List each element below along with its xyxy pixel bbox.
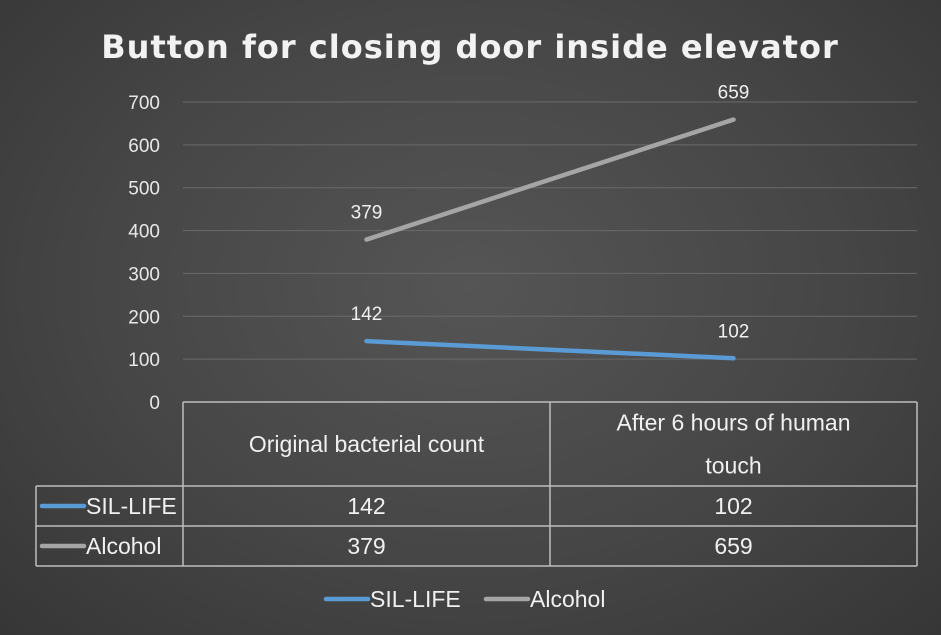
data-labels: 142 102 379 659 <box>351 83 750 343</box>
y-tick-label: 200 <box>128 307 160 328</box>
table-series-name: SIL-LIFE <box>86 493 177 519</box>
table-cell-value: 102 <box>714 493 752 519</box>
y-tick-label: 500 <box>128 179 160 200</box>
category-label: touch <box>705 453 761 479</box>
table-series-name: Alcohol <box>86 533 161 559</box>
legend: SIL-LIFE Alcohol <box>323 586 605 612</box>
category-label: After 6 hours of human <box>617 410 851 436</box>
series-line-alcohol <box>364 117 736 242</box>
table-cell-value: 142 <box>347 493 385 519</box>
y-axis: 0 100 200 300 400 500 600 700 <box>128 93 160 414</box>
y-tick-label: 0 <box>149 393 160 414</box>
legend-label: Alcohol <box>530 586 605 612</box>
series-lines <box>364 117 736 361</box>
y-tick-label: 400 <box>128 222 160 243</box>
table-cell-value: 659 <box>714 533 752 559</box>
y-tick-label: 600 <box>128 136 160 157</box>
series-line-sil-life <box>364 338 736 361</box>
y-tick-label: 700 <box>128 93 160 114</box>
data-table: Original bacterial count After 6 hours of… <box>35 401 918 567</box>
table-cell-value: 379 <box>347 533 385 559</box>
y-tick-label: 100 <box>128 350 160 371</box>
y-tick-label: 300 <box>128 264 160 285</box>
data-label: 102 <box>718 321 750 342</box>
data-label: 659 <box>718 83 750 104</box>
legend-label: SIL-LIFE <box>370 586 461 612</box>
chart-title: Button for closing door inside elevator <box>101 28 838 66</box>
data-label: 379 <box>351 203 383 224</box>
data-label: 142 <box>351 304 383 325</box>
category-label: Original bacterial count <box>249 431 485 457</box>
gridlines <box>183 101 917 360</box>
